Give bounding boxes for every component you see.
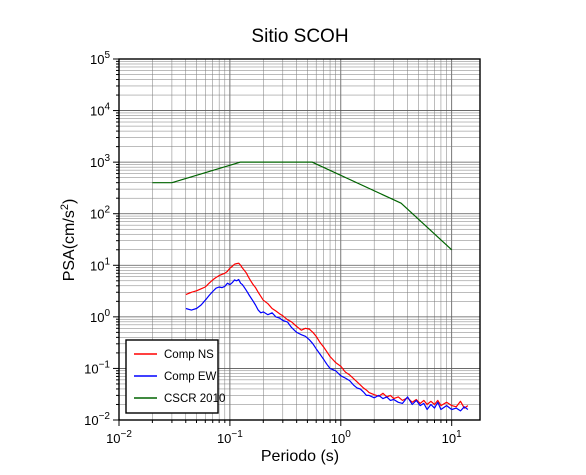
y-tick-label: 10−1 (84, 359, 110, 376)
y-tick-label: 104 (90, 102, 110, 119)
series-line-comp-ns (185, 262, 469, 409)
chart-title: Sitio SCOH (251, 26, 348, 47)
x-tick-label: 101 (442, 429, 462, 446)
y-tick-label: 101 (90, 256, 110, 273)
y-axis-title-close: ) (61, 199, 78, 204)
y-axis-title-main: PSA(cm/s (61, 210, 78, 281)
series-group (152, 161, 469, 412)
legend-label-cscr-2010: CSCR 2010 (164, 393, 225, 405)
y-tick-label: 100 (90, 308, 110, 325)
grid (118, 58, 480, 421)
y-tick-label: 105 (90, 50, 110, 67)
x-axis-title: Periodo (s) (261, 448, 339, 465)
legend-label-comp-ew: Comp EW (164, 371, 217, 383)
y-tick-label: 102 (90, 205, 110, 222)
legend: Comp NS Comp EW CSCR 2010 (125, 339, 225, 414)
axis-tick-labels: 10−2 10−1 100 101 10−2 10−1 100 101 102 103 104 105 (84, 50, 462, 446)
y-tick-label: 103 (90, 153, 110, 170)
x-tick-label: 10−1 (217, 429, 243, 446)
axis-ticks (113, 58, 453, 426)
series-line-cscr-2010 (152, 161, 453, 251)
x-tick-label: 10−2 (106, 429, 132, 446)
legend-label-comp-ns: Comp NS (164, 349, 214, 361)
x-tick-label: 100 (331, 429, 351, 446)
plot-frame (118, 58, 481, 421)
y-tick-label: 10−2 (84, 411, 110, 428)
series-line-comp-ew (185, 278, 469, 412)
y-axis-title-superscript: 2 (59, 204, 71, 210)
y-axis-title: PSA(cm/s2) (59, 199, 78, 282)
